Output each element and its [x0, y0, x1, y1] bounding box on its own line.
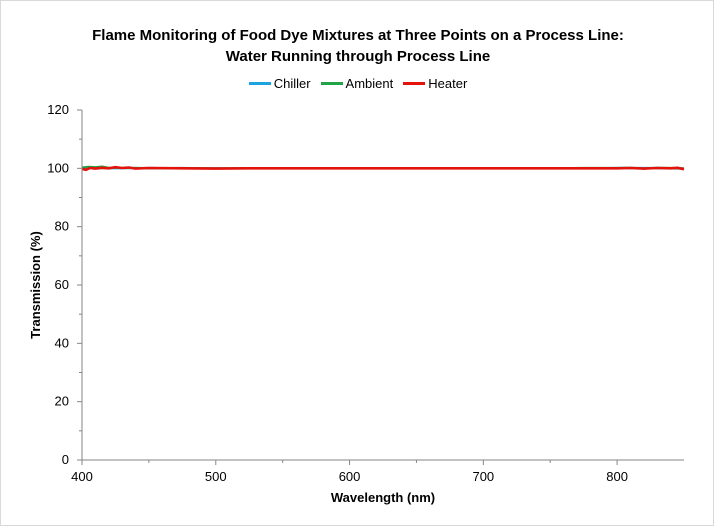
x-tick-label: 800: [606, 469, 628, 484]
x-tick-label: 700: [472, 469, 494, 484]
legend-item-ambient: Ambient: [320, 76, 394, 91]
x-tick-label: 500: [205, 469, 227, 484]
series-layer: [81, 165, 685, 172]
y-axis-title: Transmission (%): [28, 231, 43, 339]
legend-swatch-chiller: [248, 82, 271, 85]
legend-label-heater: Heater: [428, 76, 468, 91]
legend-label-ambient: Ambient: [345, 76, 394, 91]
y-tick-label: 120: [47, 102, 69, 117]
chart-title-line-1: Flame Monitoring of Food Dye Mixtures at…: [92, 27, 624, 44]
series-line-heater: [81, 165, 685, 172]
legend-swatch-heater: [403, 82, 426, 85]
x-axis-title: Wavelength (nm): [331, 490, 435, 505]
y-tick-label: 0: [62, 452, 69, 467]
y-tick-label: 40: [55, 335, 69, 350]
y-tick-label: 80: [55, 219, 69, 234]
y-tick-label: 60: [55, 277, 69, 292]
legend-swatch-ambient: [320, 82, 343, 85]
x-tick-label: 600: [339, 469, 361, 484]
chart-title: Flame Monitoring of Food Dye Mixtures at…: [1, 25, 714, 67]
x-tick-label: 400: [71, 469, 93, 484]
legend-label-chiller: Chiller: [273, 76, 311, 91]
legend-item-heater: Heater: [403, 76, 467, 91]
y-tick-label: 20: [55, 394, 69, 409]
axes-layer: 0 20 40 60 80 100 120 400 500 600 700 800: [47, 102, 684, 484]
chart-title-line-2: Water Running through Process Line: [225, 48, 491, 65]
y-tick-label: 100: [47, 160, 69, 175]
legend-item-chiller: Chiller: [248, 76, 311, 91]
legend: Chiller Ambient Heater: [1, 76, 714, 91]
